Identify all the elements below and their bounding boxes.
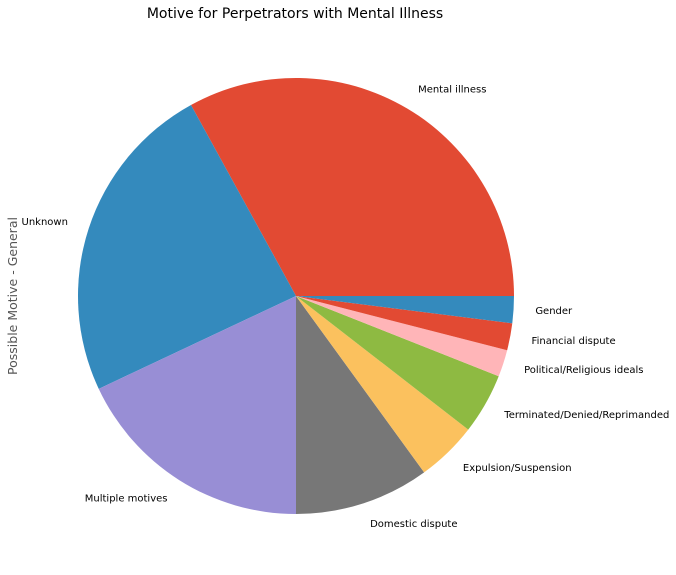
pie-label-unknown: Unknown xyxy=(22,217,68,228)
pie-slices xyxy=(77,78,514,514)
pie-label-mental-illness: Mental illness xyxy=(418,85,486,96)
pie-label-gender: Gender xyxy=(535,306,573,317)
pie-label-multiple-motives: Multiple motives xyxy=(85,493,168,504)
pie-label-expulsion-suspension: Expulsion/Suspension xyxy=(463,463,572,474)
pie-label-financial-dispute: Financial dispute xyxy=(532,336,616,347)
pie-slice-domestic-dispute xyxy=(296,296,425,514)
pie-label-terminated-denied-reprimanded: Terminated/Denied/Reprimanded xyxy=(503,410,669,421)
pie-slice-mental-illness xyxy=(190,78,514,297)
pie-slice-multiple-motives xyxy=(98,296,296,514)
pie-slice-unknown xyxy=(77,104,296,389)
pie-slice-political-religious-ideals xyxy=(296,296,508,377)
pie-label-domestic-dispute: Domestic dispute xyxy=(370,519,457,530)
pie-slice-financial-dispute xyxy=(296,296,513,351)
chart-title: Motive for Perpetrators with Mental Illn… xyxy=(147,6,443,22)
pie-slice-expulsion-suspension xyxy=(296,296,469,473)
pie-slice-gender xyxy=(296,296,514,324)
y-axis-label: Possible Motive - General xyxy=(5,217,20,375)
pie-label-political-religious-ideals: Political/Religious ideals xyxy=(524,365,643,376)
pie-labels: Mental illness Unknown Multiple motives Dom… xyxy=(22,85,670,530)
pie-slice-terminated-denied-reprimanded xyxy=(296,296,499,430)
